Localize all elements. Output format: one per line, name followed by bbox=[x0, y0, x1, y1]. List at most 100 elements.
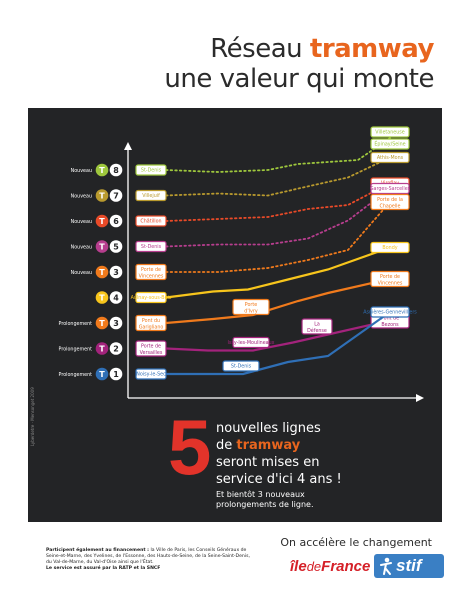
line-mid-label: Porte bbox=[245, 302, 258, 308]
line-badge-t-text: T bbox=[99, 217, 105, 226]
line-end-label-box bbox=[370, 182, 410, 195]
line-badge-number bbox=[109, 265, 123, 279]
sub-message-line-1: Et bientôt 3 nouveaux bbox=[216, 490, 305, 499]
line-end-label-box bbox=[370, 241, 410, 254]
line-end-label-box bbox=[370, 138, 410, 150]
line-path-t2 bbox=[164, 319, 392, 352]
line-mid-label: d'Ivry bbox=[244, 309, 258, 315]
line-start-label-box bbox=[135, 314, 167, 332]
line-start-label-box bbox=[135, 368, 167, 380]
line-badge-number bbox=[109, 367, 123, 381]
line-badge-number-text: 1 bbox=[113, 370, 119, 379]
line-end-label: Villetaneuse bbox=[375, 130, 404, 136]
line-badge-t bbox=[95, 163, 109, 177]
line-mid-label: Défense bbox=[307, 327, 327, 334]
line-path-t3 bbox=[165, 201, 391, 273]
line-start-label: Vincennes bbox=[139, 274, 164, 280]
line-mid-label: Issy-les-Moulineaux bbox=[227, 340, 274, 346]
line-badge-number-text: 7 bbox=[113, 192, 119, 201]
poster: Réseau tramway une valeur qui monte Nouv… bbox=[28, 16, 444, 582]
line-badge-number bbox=[109, 214, 123, 228]
line-mid-label: St-Denis bbox=[231, 364, 252, 370]
y-axis-arrow bbox=[124, 142, 132, 150]
title: Réseau tramway bbox=[210, 34, 434, 64]
line-path-t4 bbox=[164, 246, 392, 299]
line-tag: Nouveau bbox=[71, 219, 92, 225]
line-end-label-box bbox=[370, 270, 410, 288]
sub-message-line-2: prolongements de ligne. bbox=[216, 500, 314, 509]
line-badge-number-text: 4 bbox=[113, 294, 119, 303]
line-badge-t-text: T bbox=[99, 166, 105, 175]
line-badge-t bbox=[95, 265, 109, 279]
stif-figure-icon bbox=[380, 557, 392, 575]
line-end-label: Porte de la bbox=[377, 197, 403, 203]
x-axis-arrow bbox=[416, 394, 424, 402]
line-badge-t bbox=[95, 240, 109, 253]
financing-credits: Participent également au financement : l… bbox=[46, 548, 250, 571]
line-badge-t bbox=[95, 291, 109, 304]
line-end-label-box bbox=[370, 151, 410, 164]
line-start-label: Aulnay-sous-Bois bbox=[131, 295, 172, 301]
line-badge-number bbox=[109, 291, 123, 304]
line-badge-t-text: T bbox=[99, 268, 105, 277]
line-badge-t bbox=[95, 189, 109, 202]
title-prefix: Réseau bbox=[210, 34, 310, 64]
line-path-t3 bbox=[164, 277, 392, 325]
line-end-label: Bondy bbox=[382, 245, 397, 251]
line-badge-t-text: T bbox=[99, 192, 105, 201]
line-badge-number-text: 3 bbox=[113, 319, 119, 328]
subtitle: une valeur qui monte bbox=[164, 64, 434, 94]
iledefrance-logo: îledeFrance bbox=[290, 558, 371, 575]
line-badge-t bbox=[95, 316, 109, 330]
line-mid-label-box bbox=[232, 336, 270, 349]
line-end-label: Vincennes bbox=[378, 281, 403, 287]
line-start-label: St-Denis bbox=[141, 244, 162, 250]
line-badge-number bbox=[109, 189, 123, 202]
network-diagram: Nouveau T 8 St-DenisÉpinay/SeineVilletaneus… bbox=[59, 126, 424, 402]
line-tag: Nouveau bbox=[71, 245, 92, 251]
line-badge-t-text: T bbox=[99, 345, 105, 354]
line-mid-label: La bbox=[314, 322, 320, 328]
line-end-label-box bbox=[370, 126, 410, 138]
line-end-label: Garges-Sarcelles bbox=[370, 186, 411, 192]
message-line-1: nouvelles lignes bbox=[216, 421, 321, 436]
line-tag: Prolongement bbox=[59, 372, 93, 378]
line-path-t8 bbox=[165, 137, 391, 173]
line-badge-number bbox=[109, 163, 123, 177]
tagline: On accélère le changement bbox=[280, 536, 432, 549]
line-start-label: Villejuif bbox=[142, 193, 160, 199]
line-mid-label-box bbox=[232, 298, 270, 316]
line-start-label: Porte de bbox=[141, 344, 161, 350]
line-badge-number bbox=[109, 342, 123, 355]
line-badge-number-text: 6 bbox=[113, 217, 119, 226]
line-start-label: Garigliano bbox=[139, 325, 164, 331]
title-highlight: tramway bbox=[309, 34, 435, 64]
line-badge-t-text: T bbox=[99, 370, 105, 379]
line-start-label-box bbox=[135, 263, 167, 281]
message-line-3: seront mises en bbox=[216, 455, 320, 470]
line-end-label: Épinay/Seine bbox=[374, 140, 405, 148]
line-start-label: Pont du bbox=[142, 318, 160, 324]
line-end-label: Bezons bbox=[381, 322, 399, 328]
tramway-word: tramway bbox=[236, 438, 301, 453]
line-tag: Nouveau bbox=[71, 168, 92, 174]
line-start-label-box bbox=[135, 164, 167, 176]
line-start-label: St-Denis bbox=[141, 168, 162, 174]
line-start-label-box bbox=[135, 291, 167, 304]
line-badge-t-text: T bbox=[99, 319, 105, 328]
line-start-label-box bbox=[135, 240, 167, 253]
line-badge-t bbox=[95, 342, 109, 355]
line-badge-t-text: T bbox=[99, 294, 105, 303]
message-line-4: service d'ici 4 ans ! bbox=[216, 472, 342, 487]
line-badge-number-text: 2 bbox=[113, 345, 119, 354]
line-path-t1 bbox=[164, 310, 392, 376]
line-end-label-box bbox=[370, 306, 410, 318]
line-badge-number-text: 5 bbox=[113, 243, 119, 252]
line-end-label: Asnières-Gennevilliers bbox=[363, 309, 417, 316]
big-number: 5 bbox=[168, 403, 212, 491]
line-start-label-box bbox=[135, 215, 167, 227]
line-tag: Nouveau bbox=[71, 194, 92, 200]
line-end-label: Pont de bbox=[381, 316, 399, 322]
line-start-label-box bbox=[135, 189, 167, 202]
message-line-2: de tramway bbox=[216, 438, 301, 453]
